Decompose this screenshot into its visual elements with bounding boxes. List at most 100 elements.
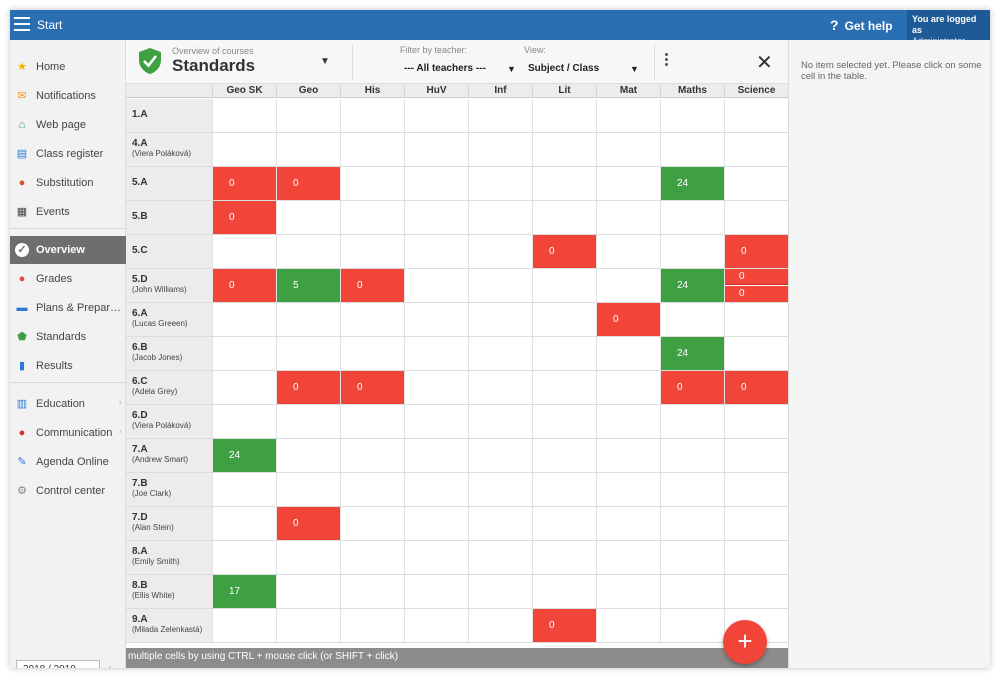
table-cell[interactable]	[724, 337, 788, 370]
table-cell[interactable]: 0	[660, 371, 724, 404]
table-cell[interactable]: 24	[212, 439, 276, 472]
table-cell[interactable]	[468, 405, 532, 438]
class-row-header[interactable]: 9.A (Milada Zelenkastá)	[126, 609, 212, 642]
app-title[interactable]: Start	[37, 18, 63, 32]
sidebar-item-control-center[interactable]: ⚙ Control center	[10, 477, 126, 505]
class-row-header[interactable]: 6.B (Jacob Jones)	[126, 337, 212, 370]
table-cell[interactable]: 17	[212, 575, 276, 608]
table-cell[interactable]	[340, 303, 404, 336]
table-cell[interactable]	[532, 439, 596, 472]
add-button[interactable]: +	[723, 620, 767, 664]
teacher-filter-select[interactable]: --- All teachers ---	[404, 63, 486, 74]
table-cell[interactable]: 24	[660, 269, 724, 302]
class-row-header[interactable]: 7.A (Andrew Smart)	[126, 439, 212, 472]
table-cell[interactable]	[724, 507, 788, 540]
title-dropdown-icon[interactable]: ▼	[320, 56, 330, 67]
table-cell[interactable]	[596, 371, 660, 404]
column-header[interactable]: Inf	[468, 84, 532, 98]
table-cell[interactable]	[404, 439, 468, 472]
table-cell[interactable]	[340, 133, 404, 166]
table-cell[interactable]	[724, 99, 788, 132]
table-cell[interactable]	[596, 575, 660, 608]
class-row-header[interactable]: 5.A	[126, 167, 212, 200]
table-cell[interactable]	[340, 99, 404, 132]
table-cell[interactable]: 0	[532, 235, 596, 268]
table-cell[interactable]	[276, 303, 340, 336]
table-cell[interactable]	[340, 575, 404, 608]
sidebar-item-home[interactable]: ★ Home	[10, 53, 126, 81]
table-cell[interactable]	[660, 405, 724, 438]
table-cell[interactable]	[724, 167, 788, 200]
table-cell[interactable]	[340, 167, 404, 200]
table-cell[interactable]: 0	[276, 371, 340, 404]
table-cell[interactable]	[660, 473, 724, 506]
table-cell[interactable]	[596, 99, 660, 132]
table-cell[interactable]	[468, 235, 532, 268]
table-cell[interactable]	[340, 337, 404, 370]
table-cell[interactable]	[404, 473, 468, 506]
table-cell[interactable]	[660, 439, 724, 472]
table-cell[interactable]	[212, 371, 276, 404]
table-cell[interactable]	[468, 167, 532, 200]
table-cell[interactable]	[404, 337, 468, 370]
table-cell[interactable]	[468, 337, 532, 370]
column-header[interactable]: Science	[724, 84, 788, 98]
table-cell[interactable]	[468, 133, 532, 166]
table-cell[interactable]	[340, 541, 404, 574]
table-cell[interactable]	[212, 235, 276, 268]
close-icon[interactable]: ✕	[756, 52, 773, 74]
sidebar-item-grades[interactable]: ● Grades	[10, 265, 126, 293]
sidebar-item-notifications[interactable]: ✉ Notifications	[10, 82, 126, 110]
table-cell[interactable]	[724, 439, 788, 472]
table-cell[interactable]	[532, 133, 596, 166]
table-cell[interactable]	[468, 303, 532, 336]
table-cell[interactable]	[276, 99, 340, 132]
class-row-header[interactable]: 8.A (Emily Smith)	[126, 541, 212, 574]
table-cell[interactable]	[596, 473, 660, 506]
column-header[interactable]: Mat	[596, 84, 660, 98]
table-cell[interactable]	[404, 269, 468, 302]
table-cell[interactable]	[212, 99, 276, 132]
view-select[interactable]: Subject / Class	[528, 63, 600, 74]
table-cell[interactable]	[532, 473, 596, 506]
table-cell[interactable]	[276, 201, 340, 234]
table-cell[interactable]	[596, 609, 660, 642]
table-cell[interactable]	[596, 507, 660, 540]
table-cell[interactable]	[660, 201, 724, 234]
table-cell[interactable]	[404, 405, 468, 438]
table-cell[interactable]	[212, 541, 276, 574]
table-cell[interactable]	[404, 507, 468, 540]
class-row-header[interactable]: 6.A (Lucas Greeen)	[126, 303, 212, 336]
table-cell[interactable]	[724, 405, 788, 438]
sidebar-item-communication[interactable]: ● Communication ›	[10, 419, 126, 447]
table-cell[interactable]: 0	[724, 235, 788, 268]
table-cell[interactable]	[276, 405, 340, 438]
table-cell[interactable]	[212, 405, 276, 438]
table-cell[interactable]: 0	[212, 201, 276, 234]
sidebar-item-plans-prepar[interactable]: ▬ Plans & Prepar…	[10, 294, 126, 322]
cell-value-block[interactable]: 0	[725, 269, 788, 285]
table-cell[interactable]	[404, 167, 468, 200]
table-cell[interactable]	[724, 473, 788, 506]
sidebar-item-substitution[interactable]: ● Substitution	[10, 169, 126, 197]
column-header[interactable]: Maths	[660, 84, 724, 98]
table-cell[interactable]	[660, 235, 724, 268]
table-cell[interactable]	[340, 507, 404, 540]
table-cell[interactable]	[404, 99, 468, 132]
table-cell[interactable]	[532, 541, 596, 574]
table-cell[interactable]	[724, 303, 788, 336]
class-row-header[interactable]: 7.B (Joe Clark)	[126, 473, 212, 506]
login-info[interactable]: You are logged as Administrator	[907, 10, 990, 46]
table-cell[interactable]	[532, 269, 596, 302]
table-cell[interactable]	[404, 201, 468, 234]
class-row-header[interactable]: 7.D (Alan Stein)	[126, 507, 212, 540]
table-cell[interactable]	[212, 337, 276, 370]
table-cell[interactable]	[724, 575, 788, 608]
column-header[interactable]: HuV	[404, 84, 468, 98]
table-cell[interactable]	[212, 303, 276, 336]
table-cell[interactable]	[532, 201, 596, 234]
table-cell[interactable]	[340, 439, 404, 472]
table-cell[interactable]	[276, 541, 340, 574]
table-cell[interactable]	[276, 575, 340, 608]
table-cell[interactable]: 0	[340, 269, 404, 302]
